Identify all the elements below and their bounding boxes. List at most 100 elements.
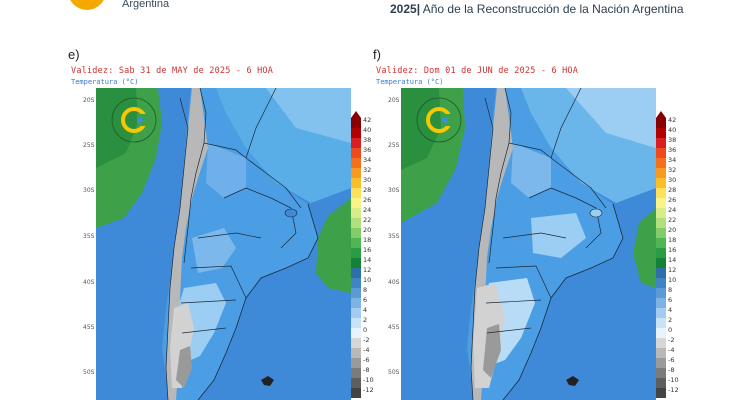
document-header: 2025| Año de la Reconstrucción de la Nac… xyxy=(390,2,684,16)
colorbar-label: 34 xyxy=(668,156,677,164)
lat-label-50s-f: 50S xyxy=(388,369,400,376)
colorbar-cell xyxy=(351,208,361,218)
colorbar-cell xyxy=(656,378,666,388)
colorbar-cell xyxy=(656,248,666,258)
colorbar-label: 8 xyxy=(668,286,673,294)
colorbar-cell xyxy=(656,268,666,278)
colorbar-top-arrow xyxy=(656,111,666,118)
lat-label-30s-f: 30S xyxy=(388,187,400,194)
colorbar-label: -6 xyxy=(668,356,675,364)
lat-label-20s-f: 20S xyxy=(388,97,400,104)
colorbar-label: 16 xyxy=(363,246,372,254)
colorbar-cell xyxy=(656,298,666,308)
colorbar-label: 24 xyxy=(363,206,372,214)
colorbar-label: 38 xyxy=(668,136,677,144)
colorbar-label: 8 xyxy=(363,286,368,294)
colorbar-label: 38 xyxy=(363,136,372,144)
colorbar-cell xyxy=(351,348,361,358)
colorbar-label: -4 xyxy=(668,346,675,354)
lat-label-20s: 20S xyxy=(83,97,95,104)
colorbar-cell xyxy=(351,328,361,338)
lat-label-45s: 45S xyxy=(83,324,95,331)
panel-f-validity: Validez: Dom 01 de JUN de 2025 - 6 HOA xyxy=(376,66,579,76)
lat-label-40s-f: 40S xyxy=(388,279,400,286)
colorbar-label: 2 xyxy=(668,316,673,324)
colorbar-label: 18 xyxy=(668,236,677,244)
colorbar-label: -12 xyxy=(363,386,374,394)
colorbar-cell xyxy=(656,338,666,348)
colorbar-cell xyxy=(656,238,666,248)
colorbar-label: 32 xyxy=(363,166,372,174)
colorbar-label: -8 xyxy=(668,366,675,374)
colorbar-cell xyxy=(351,358,361,368)
colorbar-label: -2 xyxy=(363,336,370,344)
colorbar-cell xyxy=(656,288,666,298)
colorbar-cell xyxy=(351,278,361,288)
colorbar-cell xyxy=(351,378,361,388)
lat-label-50s: 50S xyxy=(83,369,95,376)
colorbar-cell xyxy=(656,278,666,288)
panel-e-validity: Validez: Sab 31 de MAY de 2025 - 6 HOA xyxy=(71,66,274,76)
colorbar-label: 6 xyxy=(668,296,673,304)
colorbar-cell xyxy=(351,248,361,258)
colorbar-label: -4 xyxy=(363,346,370,354)
watermark-c-icon-f xyxy=(416,97,462,143)
colorbar-label: -10 xyxy=(363,376,374,384)
colorbar-cell xyxy=(656,228,666,238)
colorbar-label: 12 xyxy=(668,266,677,274)
colorbar-label: 0 xyxy=(668,326,673,334)
colorbar-label: 30 xyxy=(363,176,372,184)
colorbar-top-arrow xyxy=(351,111,361,118)
lat-label-45s-f: 45S xyxy=(388,324,400,331)
colorbar-label: 14 xyxy=(668,256,677,264)
colorbar-label: 34 xyxy=(363,156,372,164)
lat-label-25s-f: 25S xyxy=(388,142,400,149)
colorbar-label: 20 xyxy=(668,226,677,234)
panel-e-variable: Temperatura (°C) xyxy=(71,78,139,86)
colorbar-label: 42 xyxy=(668,116,677,124)
colorbar-label: 14 xyxy=(363,256,372,264)
colorbar-cell xyxy=(656,198,666,208)
colorbar-cell xyxy=(656,118,666,128)
colorbar-label: 26 xyxy=(363,196,372,204)
colorbar-label: 36 xyxy=(363,146,372,154)
colorbar-label: 26 xyxy=(668,196,677,204)
colorbar-label: 10 xyxy=(363,276,372,284)
colorbar-label: 40 xyxy=(363,126,372,134)
lat-label-35s-f: 35S xyxy=(388,233,400,240)
temperature-map-f xyxy=(401,88,656,400)
colorbar-cell xyxy=(656,178,666,188)
colorbar-cell xyxy=(351,168,361,178)
colorbar-label: 4 xyxy=(363,306,368,314)
colorbar-cell xyxy=(351,298,361,308)
colorbar-cell xyxy=(351,368,361,378)
colorbar-cell xyxy=(351,338,361,348)
colorbar-label: 16 xyxy=(668,246,677,254)
lat-label-35s: 35S xyxy=(83,233,95,240)
colorbar-cell xyxy=(656,138,666,148)
colorbar-label: -12 xyxy=(668,386,679,394)
colorbar-cell xyxy=(351,228,361,238)
colorbar-cell xyxy=(351,318,361,328)
colorbar-cell xyxy=(351,138,361,148)
lat-label-30s: 30S xyxy=(83,187,95,194)
colorbar-label: 30 xyxy=(668,176,677,184)
colorbar-label: -2 xyxy=(668,336,675,344)
colorbar-cell xyxy=(656,258,666,268)
colorbar-label: 22 xyxy=(668,216,677,224)
colorbar-label: 24 xyxy=(668,206,677,214)
colorbar-cell xyxy=(351,118,361,128)
colorbar-cell xyxy=(656,308,666,318)
colorbar-cell xyxy=(351,148,361,158)
panel-f-letter: f) xyxy=(373,47,381,62)
colorbar-label: 12 xyxy=(363,266,372,274)
colorbar-label: 4 xyxy=(668,306,673,314)
logo-c-icon xyxy=(68,0,106,10)
colorbar-cell xyxy=(656,318,666,328)
temperature-map-e xyxy=(96,88,351,400)
colorbar-cell xyxy=(656,358,666,368)
colorbar-cell xyxy=(656,388,666,398)
panel-e-letter: e) xyxy=(68,47,80,62)
colorbar-cell xyxy=(656,208,666,218)
colorbar-label: 28 xyxy=(668,186,677,194)
